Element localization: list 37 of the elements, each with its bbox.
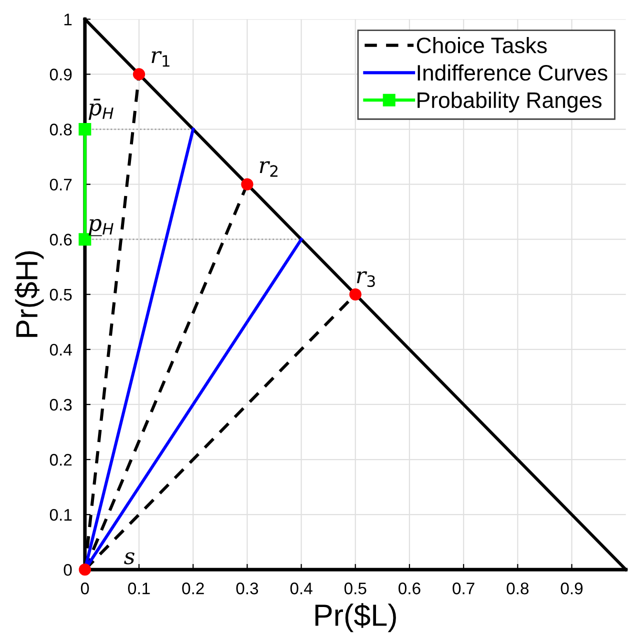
x-tick-label: 0.4 xyxy=(290,582,312,594)
x-axis-title: Pr($L) xyxy=(315,603,396,632)
x-tick-label: 0.5 xyxy=(344,582,366,594)
y-tick-label: 0.6 xyxy=(50,234,72,246)
point xyxy=(78,564,91,576)
x-tick-label: 0.2 xyxy=(182,582,204,594)
y-tick-label: 0.2 xyxy=(50,454,72,466)
annotation: r$_{1}$ xyxy=(152,51,170,67)
annotation: p̄$_{H}$ xyxy=(88,98,114,120)
annotation: p̲$_{H}$ xyxy=(88,219,114,236)
y-tick-label: 0.1 xyxy=(50,508,72,521)
point xyxy=(241,178,254,190)
y-tick-label: 0.5 xyxy=(50,288,72,301)
x-tick-label: 0.3 xyxy=(236,582,258,594)
annotation: r$_{3}$ xyxy=(356,271,375,288)
y-axis-title: Pr($H) xyxy=(14,251,44,337)
y-tick-label: 0.4 xyxy=(50,344,72,356)
legend-label: Indifference Curves xyxy=(418,64,608,81)
annotation: s xyxy=(124,552,134,564)
legend-label: Choice Tasks xyxy=(416,36,547,54)
x-tick-label: 0 xyxy=(80,582,89,594)
y-tick-label: 0 xyxy=(64,564,72,576)
y-tick-label: 0.9 xyxy=(50,68,72,80)
point xyxy=(78,123,92,136)
x-tick-label: 0.9 xyxy=(560,582,583,594)
point xyxy=(349,288,362,300)
y-tick-label: 0.3 xyxy=(50,398,72,411)
y-tick-label: 0.8 xyxy=(50,124,72,136)
x-tick-label: 0.7 xyxy=(452,582,474,594)
x-tick-label: 0.6 xyxy=(398,582,420,594)
point xyxy=(132,68,146,80)
legend-label: Probability Ranges xyxy=(418,92,602,112)
x-tick-label: 0.1 xyxy=(128,582,150,594)
y-tick-label: 1 xyxy=(64,14,72,26)
y-tick-label: 0.7 xyxy=(50,178,72,191)
x-tick-label: 0.8 xyxy=(506,582,529,594)
annotation: r$_{2}$ xyxy=(260,161,278,177)
